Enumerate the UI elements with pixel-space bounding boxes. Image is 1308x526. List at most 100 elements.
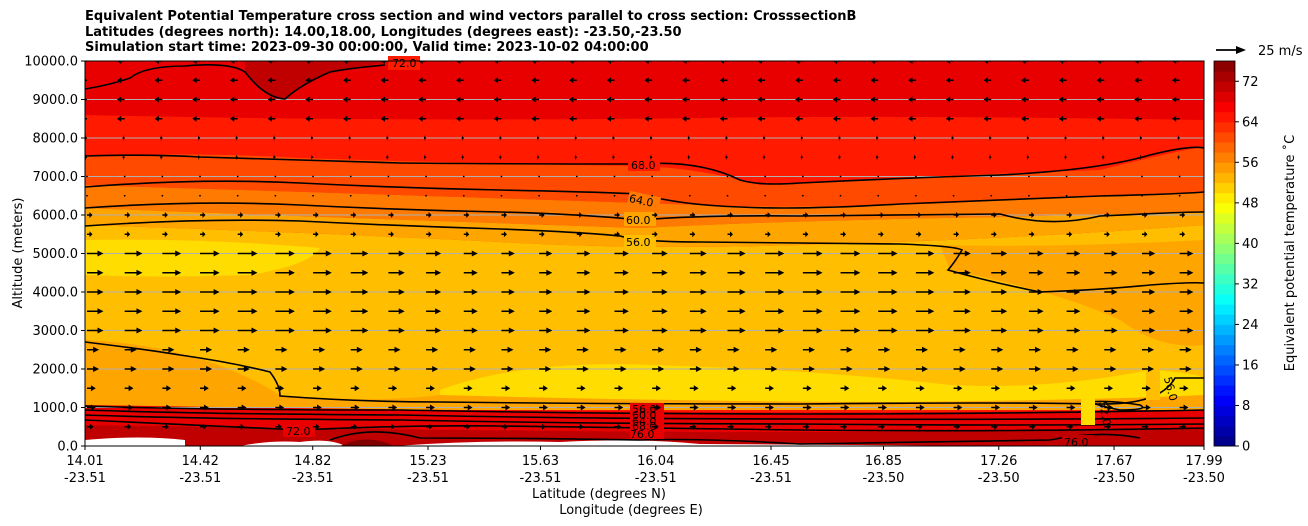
contour-label-bg-72-top	[388, 56, 420, 70]
contour-56-lower	[85, 341, 1204, 405]
wind-vector	[1028, 231, 1035, 238]
wind-vector	[237, 366, 250, 372]
wind-vector	[463, 385, 473, 392]
wind-vector	[124, 269, 143, 276]
wind-vector	[305, 61, 314, 64]
wind-vector	[1141, 327, 1156, 334]
wind-vector	[991, 250, 1008, 257]
wind-vector	[162, 231, 168, 238]
wind-vector	[913, 154, 916, 161]
wind-vector	[1021, 61, 1029, 64]
wind-vector	[726, 175, 729, 178]
wind-vector	[236, 194, 239, 197]
wind-vector	[878, 423, 885, 430]
wind-vector	[878, 385, 888, 392]
wind-vector	[802, 212, 809, 218]
wind-vector	[501, 212, 507, 218]
wind-vector	[876, 154, 879, 161]
wind-vector	[1102, 135, 1105, 141]
wind-vector	[116, 77, 125, 84]
x-tick-label-lat: 16.04	[637, 454, 674, 469]
wind-vector	[840, 250, 861, 257]
quiver-key-arrow-icon	[1236, 46, 1246, 54]
wind-vector	[160, 154, 163, 161]
wind-vector	[305, 96, 314, 103]
x-tick-label-lat: 17.67	[1095, 454, 1132, 469]
wind-vector	[719, 96, 728, 103]
colorbar-segment	[1214, 172, 1235, 184]
wind-vector	[953, 423, 961, 430]
wind-vector	[689, 404, 699, 411]
wind-vector	[539, 327, 553, 334]
wind-vector	[267, 77, 276, 84]
wind-vector	[1179, 404, 1189, 411]
wind-vector	[426, 308, 442, 315]
wind-vector	[682, 61, 690, 64]
wind-vector	[877, 194, 880, 197]
wind-vector	[501, 231, 507, 238]
wind-vector	[983, 61, 992, 64]
wind-vector	[953, 250, 971, 257]
wind-vector	[908, 96, 916, 103]
wind-vector	[162, 269, 182, 276]
colorbar-segment	[1214, 71, 1235, 82]
wind-vector	[1104, 404, 1114, 411]
wind-vector	[802, 366, 815, 372]
wind-vector	[689, 327, 707, 334]
colorbar-tick-label: 0	[1242, 440, 1250, 455]
chart-title: Equivalent Potential Temperature cross s…	[85, 9, 856, 56]
wind-vector	[124, 327, 143, 334]
wind-vector	[237, 308, 258, 315]
wind-vector	[312, 175, 314, 178]
wind-vector	[840, 385, 850, 392]
wind-vector	[456, 96, 464, 103]
wind-vector	[689, 346, 702, 353]
wind-vector	[613, 175, 616, 178]
x-tick-label-lon: -23.51	[179, 471, 221, 486]
wind-vector	[953, 308, 971, 315]
wind-vector	[237, 212, 244, 218]
wind-vector	[870, 61, 879, 64]
wind-vector	[991, 308, 1008, 315]
contour-label-64: 64.0	[628, 192, 655, 210]
wind-vector	[908, 61, 916, 64]
wind-vector	[426, 250, 442, 257]
wind-vector	[162, 423, 169, 430]
wind-vector	[1028, 212, 1035, 218]
wind-vector	[840, 289, 861, 295]
wind-vector	[501, 423, 509, 430]
colorbar-segment	[1214, 121, 1235, 133]
wind-vector	[87, 404, 96, 411]
wind-vector	[1104, 212, 1110, 218]
wind-vector	[1028, 423, 1036, 430]
x-tick-label-lat: 15.23	[409, 454, 446, 469]
wind-vector	[235, 154, 238, 161]
wind-vector	[87, 231, 93, 238]
wind-vector	[765, 423, 772, 430]
wind-vector	[802, 250, 823, 257]
wind-vector	[122, 154, 125, 161]
terrain-gap-3	[395, 440, 1000, 446]
wind-vector	[991, 289, 1008, 295]
wind-vector	[237, 231, 244, 238]
wind-vector	[915, 366, 928, 372]
wind-vector	[575, 194, 578, 197]
wind-vector	[614, 250, 629, 257]
wind-vector	[426, 423, 433, 430]
wind-vector	[538, 175, 541, 178]
wind-vector	[418, 115, 427, 122]
wind-vector	[1028, 404, 1038, 411]
y-axis-label: Altitude (meters)	[11, 198, 26, 309]
wind-vector	[343, 77, 351, 84]
wind-vector	[765, 308, 785, 315]
wind-vector	[313, 250, 332, 257]
wind-vector	[87, 289, 104, 295]
wind-vector	[124, 212, 131, 218]
wind-vector	[275, 385, 285, 392]
wind-vector	[275, 308, 295, 315]
wind-vector	[1096, 96, 1105, 103]
wind-vector	[1066, 289, 1081, 295]
wind-vector	[1066, 385, 1076, 392]
wind-vector	[1141, 212, 1148, 218]
wind-vector	[915, 231, 922, 238]
